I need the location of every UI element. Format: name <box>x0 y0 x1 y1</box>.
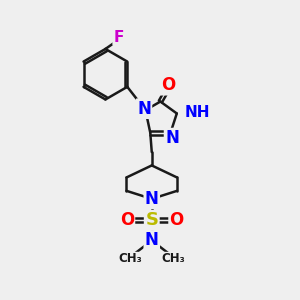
Text: S: S <box>145 211 158 229</box>
Text: O: O <box>169 211 184 229</box>
Text: N: N <box>145 190 159 208</box>
Text: O: O <box>161 76 175 94</box>
Text: N: N <box>145 232 159 250</box>
Text: O: O <box>120 211 134 229</box>
Text: N: N <box>137 100 151 118</box>
Text: F: F <box>114 30 124 45</box>
Text: NH: NH <box>185 105 211 120</box>
Text: CH₃: CH₃ <box>162 252 185 266</box>
Text: N: N <box>165 129 179 147</box>
Text: CH₃: CH₃ <box>118 252 142 266</box>
